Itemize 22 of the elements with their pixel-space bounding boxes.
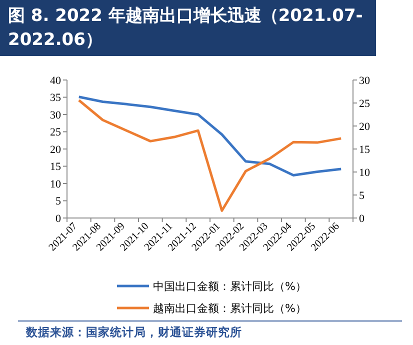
chart-title: 图 8. 2022 年越南出口增长迅速（2021.07-2022.06） (0, 0, 376, 56)
y2-tick-label: 5 (359, 190, 365, 202)
y2-tick-label: 0 (359, 212, 365, 225)
y2-tick-label: 10 (359, 166, 370, 179)
source-note: 数据来源：国家统计局，财通证券研究所 (25, 325, 242, 340)
y-tick-label: 20 (50, 144, 62, 156)
y-tick-label: 25 (50, 126, 62, 139)
y-tick-label: 15 (50, 161, 62, 174)
legend-label: 中国出口金额：累计同比（%） (153, 280, 306, 293)
y2-tick-label: 25 (359, 98, 370, 110)
y-tick-label: 35 (50, 92, 62, 104)
y-tick-label: 5 (56, 196, 62, 208)
y-tick-label: 10 (50, 178, 62, 190)
line-series (78, 96, 342, 176)
y-tick-label: 0 (56, 212, 62, 225)
y-tick-label: 40 (50, 74, 62, 87)
y2-tick-label: 20 (359, 120, 370, 133)
line-series (78, 98, 342, 212)
legend-label: 越南出口金额：累计同比（%） (153, 302, 306, 315)
y2-tick-label: 15 (359, 144, 370, 156)
y-tick-label: 30 (50, 109, 62, 122)
y2-tick-label: 30 (359, 74, 370, 87)
